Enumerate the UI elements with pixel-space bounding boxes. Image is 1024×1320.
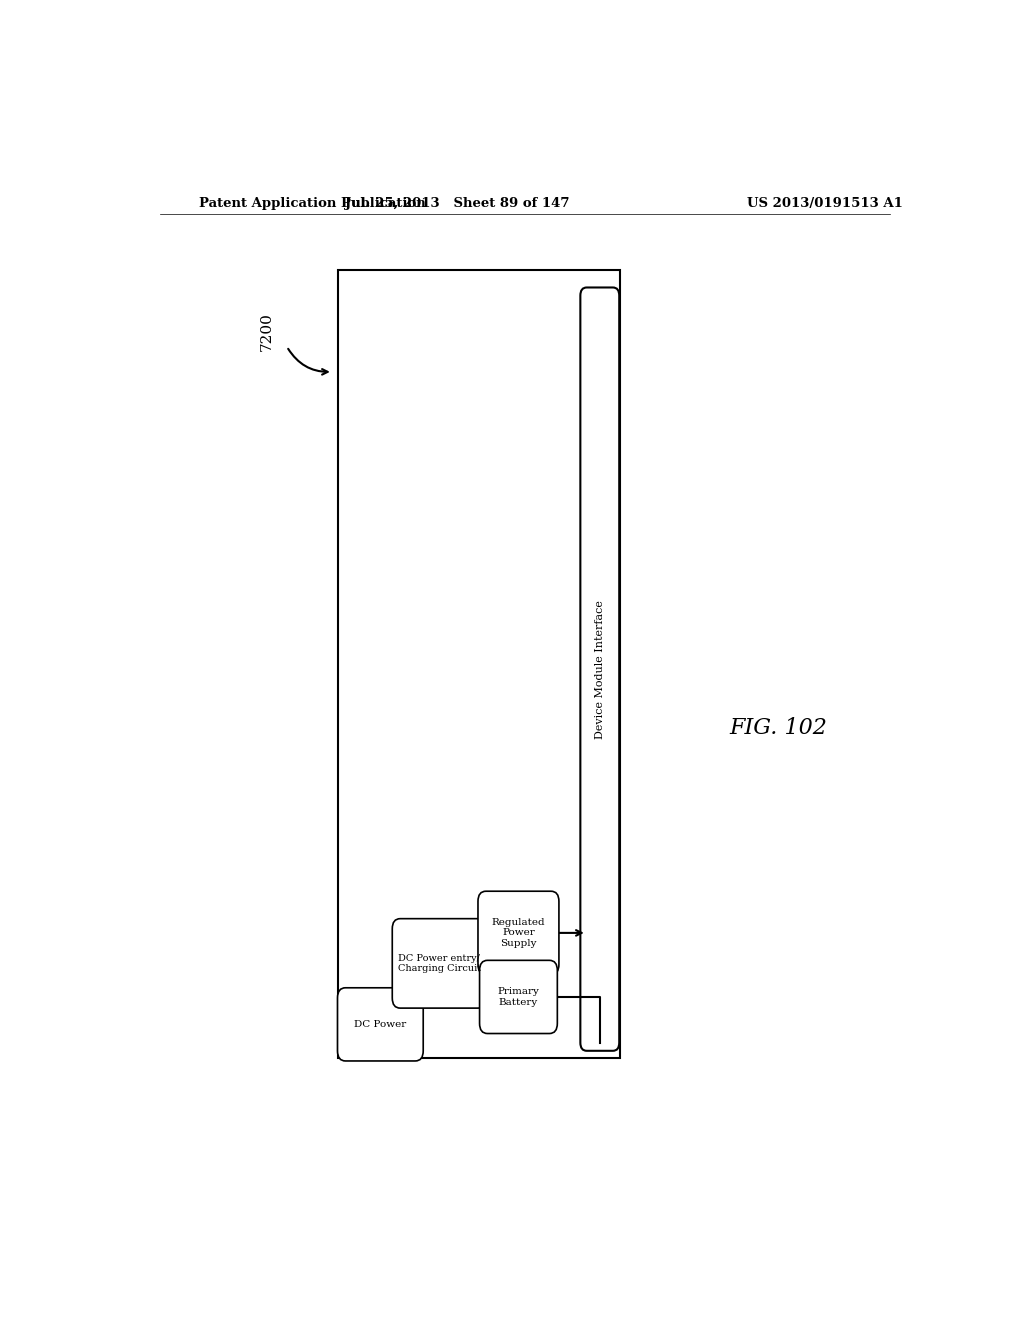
Text: Primary
Battery: Primary Battery [498,987,540,1007]
Text: DC Power entry/
Charging Circuit: DC Power entry/ Charging Circuit [397,953,480,973]
Text: Device Module Interface: Device Module Interface [595,599,605,739]
Text: Patent Application Publication: Patent Application Publication [200,197,426,210]
Text: 7200: 7200 [260,312,273,351]
Text: FIG. 102: FIG. 102 [730,717,827,739]
Bar [338,271,621,1057]
FancyBboxPatch shape [581,288,620,1051]
Text: Regulated
Power
Supply: Regulated Power Supply [492,917,545,948]
FancyBboxPatch shape [338,987,423,1061]
Text: US 2013/0191513 A1: US 2013/0191513 A1 [748,197,903,210]
Text: DC Power: DC Power [354,1020,407,1028]
FancyBboxPatch shape [479,961,557,1034]
Text: Jul. 25, 2013   Sheet 89 of 147: Jul. 25, 2013 Sheet 89 of 147 [345,197,569,210]
FancyBboxPatch shape [478,891,559,974]
FancyBboxPatch shape [392,919,486,1008]
